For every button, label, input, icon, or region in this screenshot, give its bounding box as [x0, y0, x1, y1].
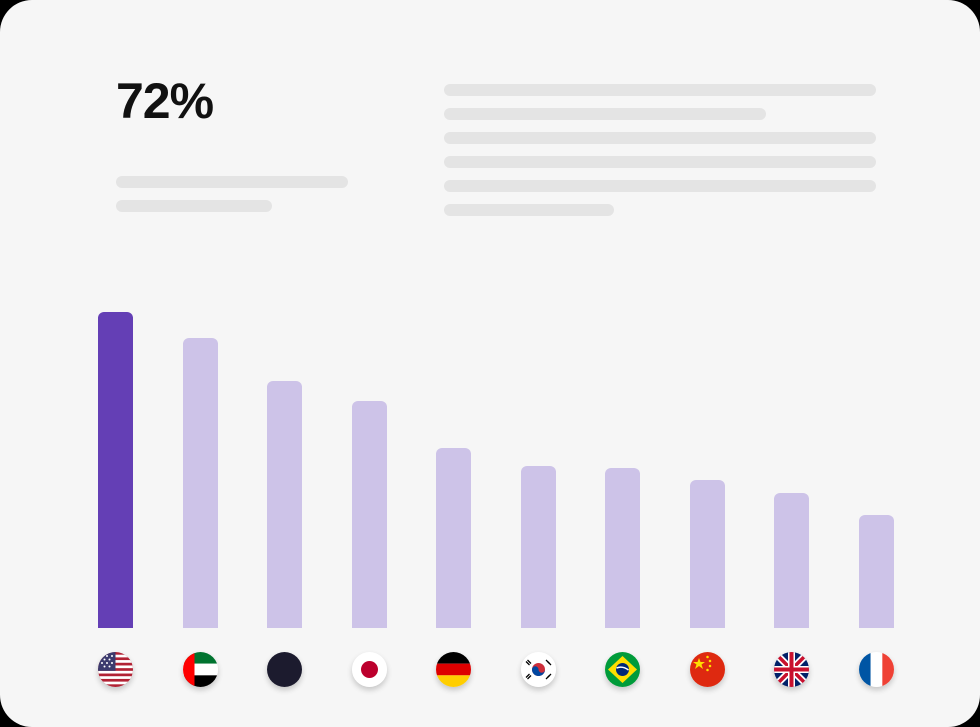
flag-cn-icon — [690, 652, 725, 687]
skeleton-line — [116, 176, 348, 188]
bar-de — [436, 448, 471, 628]
skeleton-line — [116, 200, 272, 212]
flag-ae-icon — [183, 652, 218, 687]
bar-gb — [774, 493, 809, 628]
country-bar-chart — [98, 312, 894, 628]
bar-kr — [521, 466, 556, 628]
skeleton-line — [444, 108, 766, 120]
skeleton-line — [444, 204, 614, 216]
flag-kr-icon — [521, 652, 556, 687]
flag-de-icon — [436, 652, 471, 687]
flag-br-icon — [605, 652, 640, 687]
skeleton-line — [444, 84, 876, 96]
bar-br — [605, 468, 640, 628]
bar-fr — [859, 515, 894, 628]
skeleton-line — [444, 180, 876, 192]
flag-fr-icon — [859, 652, 894, 687]
headline-percent: 72% — [116, 72, 213, 130]
flag-us-icon — [98, 652, 133, 687]
flag-gb-icon — [774, 652, 809, 687]
bar-cn — [690, 480, 725, 628]
bar-jp — [352, 401, 387, 628]
flag-unknown-icon — [267, 652, 302, 687]
skeleton-line — [444, 132, 876, 144]
bar-dark — [267, 381, 302, 628]
stats-card: 72% — [0, 0, 980, 727]
flag-jp-icon — [352, 652, 387, 687]
flag-row — [98, 652, 894, 687]
bar-us — [98, 312, 133, 628]
bar-ae — [183, 338, 218, 628]
skeleton-line — [444, 156, 876, 168]
